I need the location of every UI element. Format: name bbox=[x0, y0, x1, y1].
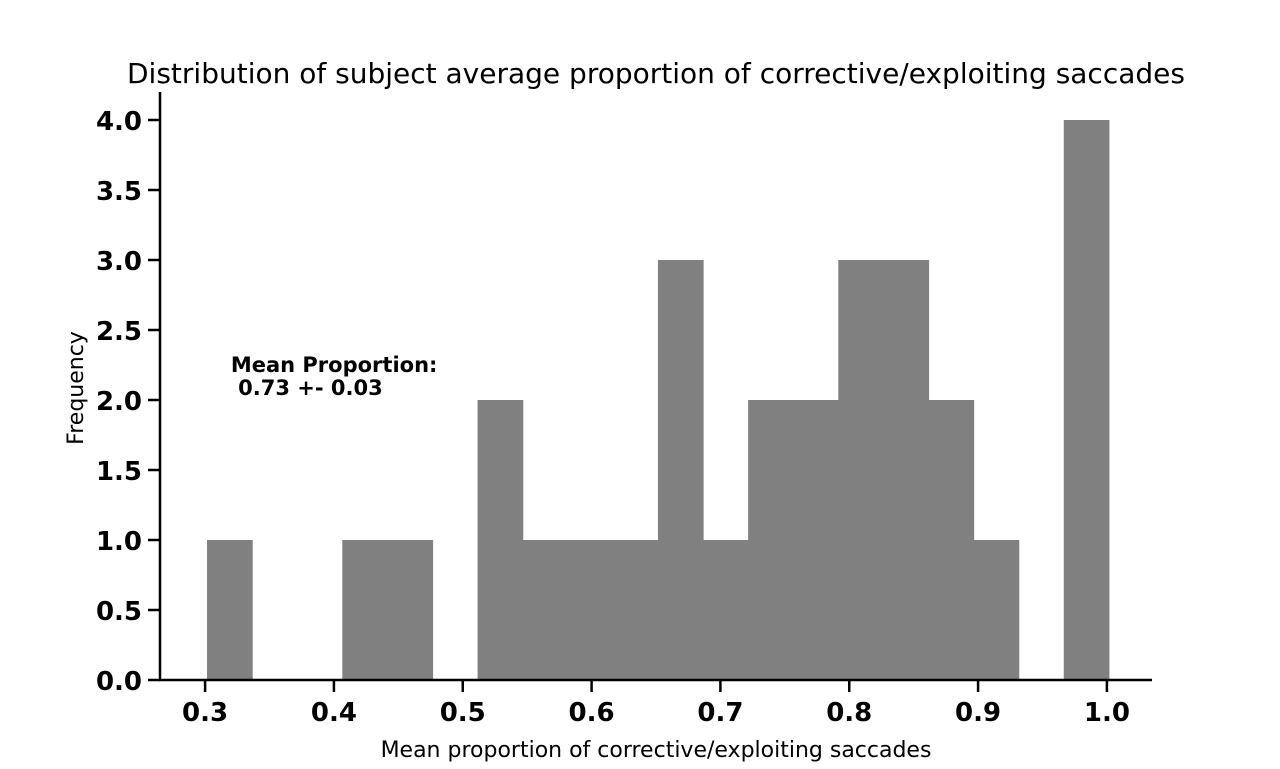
x-tick-label: 0.3 bbox=[182, 698, 228, 728]
x-tick-label: 0.5 bbox=[440, 698, 486, 728]
histogram-bar bbox=[883, 260, 930, 680]
x-tick-label: 1.0 bbox=[1084, 698, 1130, 728]
histogram-bar bbox=[657, 260, 704, 680]
histogram-bar bbox=[703, 540, 749, 680]
y-tick-label: 0.5 bbox=[96, 597, 142, 627]
y-axis-title: Frequency bbox=[64, 331, 89, 445]
y-tick-label: 1.5 bbox=[96, 457, 142, 487]
histogram-bar bbox=[793, 400, 839, 680]
histogram-bar bbox=[522, 540, 569, 680]
x-tick-label: 0.9 bbox=[955, 698, 1001, 728]
histogram-bar bbox=[838, 260, 884, 680]
y-tick-label: 3.0 bbox=[96, 247, 142, 277]
x-tick-label: 0.6 bbox=[569, 698, 615, 728]
x-axis-title: Mean proportion of corrective/exploiting… bbox=[381, 738, 932, 763]
chart-title: Distribution of subject average proporti… bbox=[127, 57, 1185, 90]
histogram-bar bbox=[973, 540, 1020, 680]
y-tick-label: 2.5 bbox=[96, 317, 142, 347]
histogram-bar bbox=[1063, 120, 1110, 680]
histogram-bar bbox=[387, 540, 434, 680]
annotation-mean-value: 0.73 +- 0.03 bbox=[231, 376, 383, 400]
y-tick-label: 0.0 bbox=[96, 667, 142, 697]
histogram-bar bbox=[612, 540, 659, 680]
histogram-bar bbox=[567, 540, 614, 680]
histogram-bar bbox=[748, 400, 794, 680]
y-tick-label: 3.5 bbox=[96, 177, 142, 207]
y-ticks-layer: 0.0 0.5 1.0 1.5 2.0 2.5 3.0 3.5 4.0 bbox=[96, 107, 160, 697]
y-tick-label: 4.0 bbox=[96, 107, 142, 137]
histogram-bar bbox=[342, 540, 388, 680]
histogram-bar bbox=[207, 540, 253, 680]
bars-layer bbox=[207, 120, 1110, 680]
x-tick-label: 0.4 bbox=[311, 698, 357, 728]
histogram-bar bbox=[477, 400, 524, 680]
y-tick-label: 2.0 bbox=[96, 387, 142, 417]
x-tick-label: 0.8 bbox=[826, 698, 872, 728]
y-tick-label: 1.0 bbox=[96, 527, 142, 557]
x-tick-label: 0.7 bbox=[697, 698, 743, 728]
annotation-mean-label: Mean Proportion: bbox=[231, 353, 438, 377]
histogram-bar bbox=[928, 400, 975, 680]
x-ticks-layer: 0.3 0.4 0.5 0.6 0.7 0.8 0.9 1.0 bbox=[182, 680, 1130, 728]
